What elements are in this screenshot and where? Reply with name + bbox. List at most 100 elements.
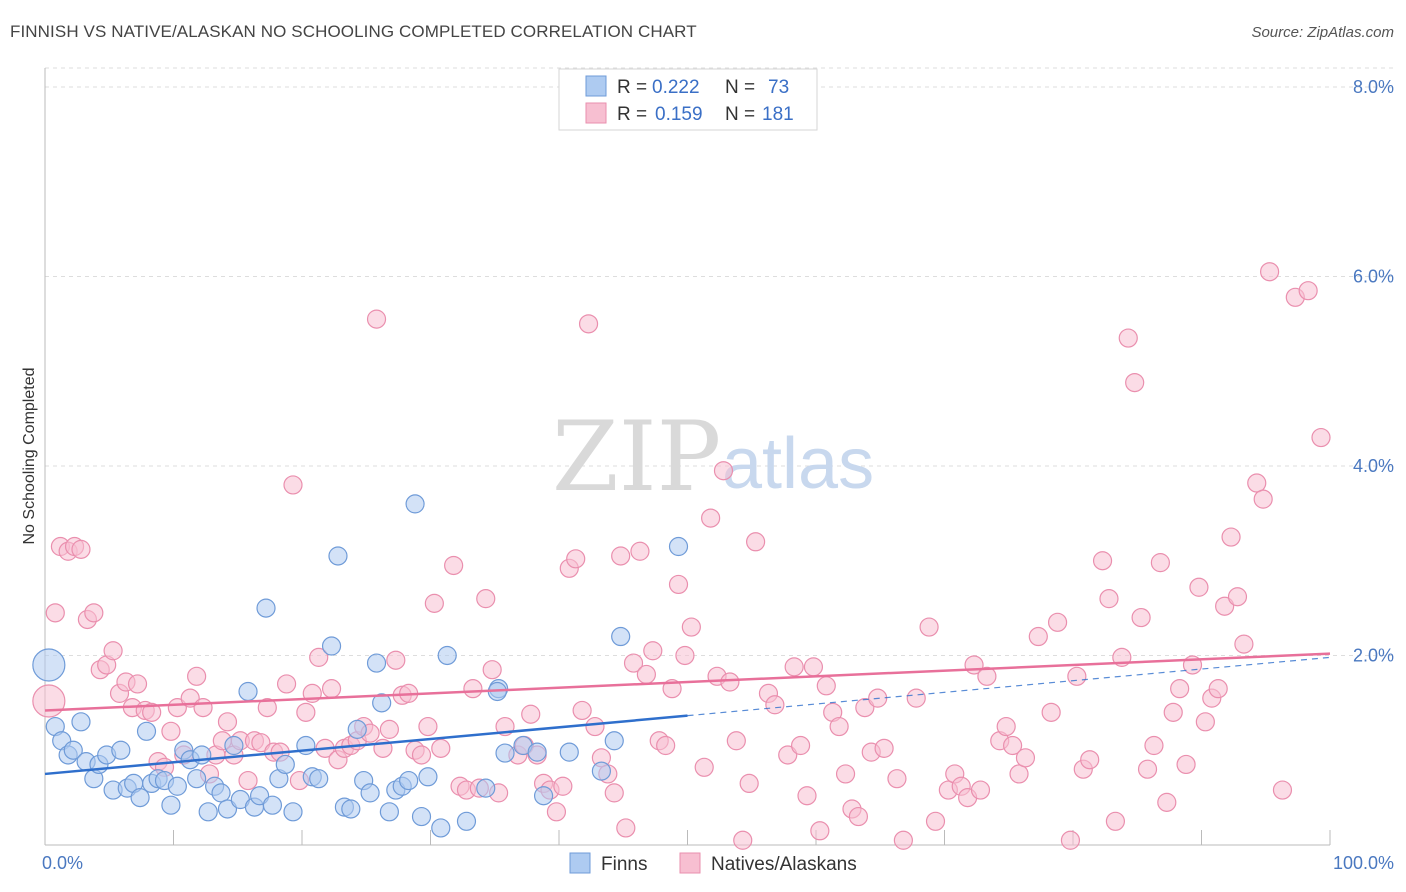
natives-point [193, 698, 213, 718]
natives-point [874, 738, 894, 758]
natives-point [217, 712, 238, 732]
natives-point [257, 698, 277, 718]
finns-point [283, 802, 303, 822]
natives-point [662, 679, 682, 699]
bottom-legend-finns-label: Finns [601, 854, 647, 875]
finns-point [604, 731, 624, 751]
finns-point [211, 783, 231, 803]
natives-point [578, 314, 599, 334]
natives-point [604, 783, 624, 803]
natives-point [276, 674, 297, 694]
natives-point [1028, 626, 1048, 647]
natives-point [701, 508, 721, 528]
natives-point [1099, 589, 1119, 609]
finns-point [360, 783, 380, 803]
finns-point [167, 776, 187, 796]
finns-point [341, 799, 361, 819]
bottom-legend-natives-label: Natives/Alaskans [711, 854, 857, 875]
watermark-atlas: atlas [722, 424, 874, 504]
natives-point [829, 716, 849, 737]
natives-point [848, 806, 869, 827]
natives-point [778, 745, 798, 765]
natives-point [906, 688, 926, 708]
natives-point [431, 738, 451, 758]
finns-point [379, 802, 399, 822]
legend-finns-swatch [585, 75, 607, 97]
natives-point [611, 546, 631, 566]
natives-point [127, 674, 148, 694]
legend-natives-n-value: 181 [762, 104, 794, 125]
grid-lines [45, 67, 1393, 656]
natives-point [411, 745, 432, 765]
natives-point [1253, 489, 1273, 509]
bottom-legend-natives-swatch [679, 852, 701, 874]
y-tick-label: 4.0% [1353, 456, 1394, 476]
natives-point [1157, 792, 1177, 812]
legend-natives-n-label: N = [725, 104, 755, 125]
finns-point [217, 799, 238, 819]
natives-point [1092, 551, 1113, 571]
natives-points [32, 262, 1331, 850]
finns-point [238, 681, 258, 702]
natives-point [1208, 679, 1228, 699]
y-tick-label: 6.0% [1353, 266, 1394, 286]
natives-point [1047, 612, 1068, 632]
finns-trend-extension [687, 656, 1331, 717]
natives-point [1118, 328, 1138, 348]
natives-point [321, 679, 342, 699]
natives-point [187, 666, 207, 686]
finns-point [130, 788, 150, 808]
natives-point [887, 769, 907, 789]
natives-trend-line [44, 652, 1331, 712]
finns-point [262, 795, 283, 815]
x-tick-label-max: 100.0% [1333, 853, 1394, 873]
trend-lines [44, 652, 1331, 776]
natives-point [1125, 372, 1145, 393]
finns-point [224, 735, 244, 756]
finns-point [161, 795, 181, 815]
natives-point [797, 786, 817, 806]
natives-point [463, 679, 483, 699]
finns-point [405, 494, 425, 514]
natives-point [636, 664, 656, 685]
natives-point [803, 657, 824, 677]
natives-point [1170, 679, 1190, 699]
finns-point [411, 806, 432, 827]
natives-point [1298, 281, 1318, 301]
natives-point [855, 698, 875, 718]
finns-point [418, 767, 438, 787]
natives-point [1215, 596, 1235, 616]
x-tick-label-min: 0.0% [42, 853, 83, 873]
natives-point [746, 532, 766, 552]
natives-point [623, 653, 644, 673]
finns-point [249, 786, 270, 806]
bottom-legend-finns-swatch [569, 852, 591, 874]
finns-point [71, 712, 91, 732]
finns-trend-line [44, 714, 688, 776]
natives-point [1234, 634, 1254, 654]
finns-point [32, 648, 66, 682]
natives-point [835, 764, 856, 784]
natives-point [713, 461, 734, 481]
finns-points [32, 494, 689, 838]
natives-point [167, 698, 187, 718]
finns-point [668, 536, 689, 557]
legend-natives-r-label: R = [617, 104, 647, 125]
natives-point [893, 830, 913, 850]
natives-point [103, 641, 123, 661]
finns-point [559, 742, 579, 762]
natives-point [977, 666, 997, 686]
finns-point [437, 645, 457, 666]
finns-point [256, 598, 276, 618]
natives-point [675, 645, 695, 666]
natives-point [238, 770, 258, 791]
natives-point [585, 716, 605, 737]
natives-point [1189, 577, 1209, 597]
natives-point [418, 716, 438, 737]
natives-point [681, 617, 701, 637]
finns-point [187, 769, 207, 789]
natives-point [283, 475, 303, 495]
natives-point [720, 672, 740, 692]
natives-point [765, 695, 785, 715]
y-tick-label: 2.0% [1353, 645, 1394, 665]
